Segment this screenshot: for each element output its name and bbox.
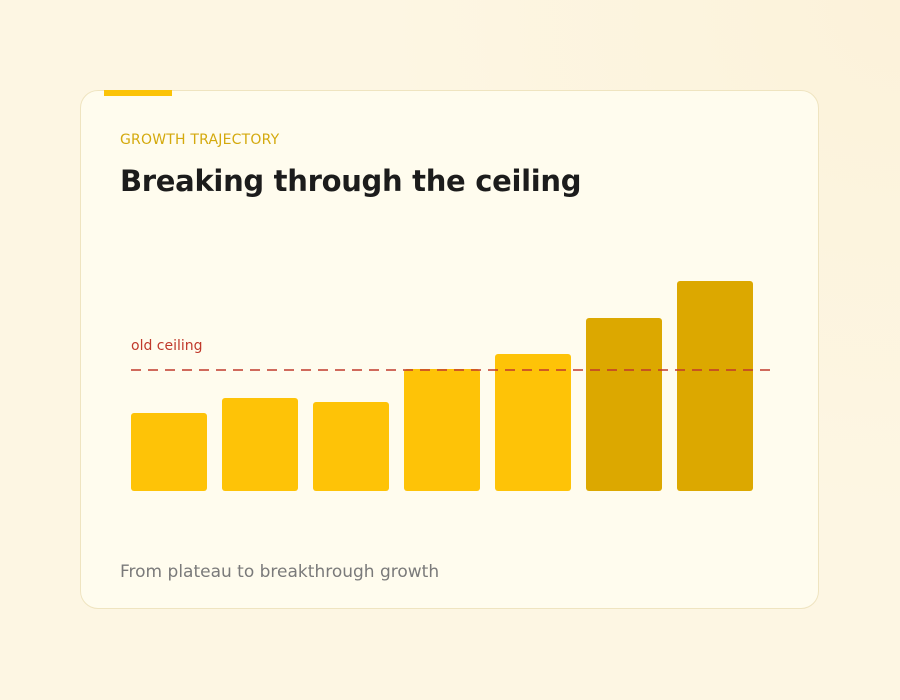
bar-6 <box>586 318 662 491</box>
bar-chart: old ceiling <box>131 281 771 491</box>
bar-1 <box>131 413 207 491</box>
accent-bar <box>104 90 172 96</box>
bar-2 <box>222 398 298 491</box>
bars-group <box>131 281 753 491</box>
chart-title: Breaking through the ceiling <box>120 164 582 198</box>
bar-5 <box>495 354 571 491</box>
chart-caption: From plateau to breakthrough growth <box>120 562 440 582</box>
bar-7 <box>677 281 753 491</box>
eyebrow-label: GROWTH TRAJECTORY <box>120 132 280 148</box>
ceiling-label: old ceiling <box>131 338 203 354</box>
bar-4 <box>404 369 480 491</box>
chart-card: GROWTH TRAJECTORY Breaking through the c… <box>80 90 819 609</box>
bar-3 <box>313 402 389 491</box>
